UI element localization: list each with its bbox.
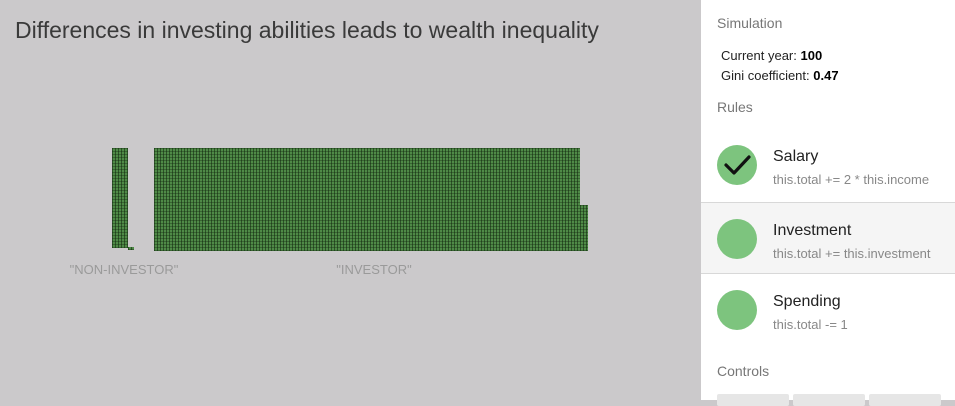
controls-heading: Controls <box>717 363 770 379</box>
gini-value: 0.47 <box>813 68 839 83</box>
rule-salary[interactable]: Salary this.total += 2 * this.income <box>701 129 955 201</box>
control-button-3[interactable] <box>869 394 941 406</box>
sidebar: Simulation Current year: 100 Gini coeffi… <box>701 0 955 406</box>
rule-code: this.total -= 1 <box>773 317 848 332</box>
simulation-heading: Simulation <box>717 15 783 31</box>
gini-label: Gini coefficient: <box>721 68 814 83</box>
investor-block <box>154 148 580 251</box>
rule-toggle[interactable] <box>717 145 757 185</box>
rule-toggle[interactable] <box>717 219 757 259</box>
rules-heading: Rules <box>717 99 753 115</box>
non-investor-label: "NON-INVESTOR" <box>69 262 179 277</box>
wealth-blocks <box>112 148 588 251</box>
investor-label: "INVESTOR" <box>336 262 412 277</box>
rule-code: this.total += this.investment <box>773 246 931 261</box>
current-year-stat: Current year: 100 <box>721 48 822 63</box>
visualization-area: Differences in investing abilities leads… <box>15 17 599 277</box>
rule-spending[interactable]: Spending this.total -= 1 <box>701 274 955 346</box>
non-investor-block <box>112 148 128 248</box>
gini-stat: Gini coefficient: 0.47 <box>721 68 839 83</box>
rule-investment[interactable]: Investment this.total += this.investment <box>701 202 955 274</box>
rule-code: this.total += 2 * this.income <box>773 172 930 187</box>
rule-name: Investment <box>773 222 852 239</box>
rule-toggle[interactable] <box>717 290 757 330</box>
page-title: Differences in investing abilities leads… <box>15 17 599 43</box>
non-investor-block-tail <box>128 247 134 250</box>
rule-name: Salary <box>773 148 819 165</box>
investor-block-edge <box>580 205 588 251</box>
rule-name: Spending <box>773 293 841 310</box>
current-year-label: Current year: <box>721 48 801 63</box>
control-button-2[interactable] <box>793 394 865 406</box>
checkmark-icon <box>724 155 751 175</box>
current-year-value: 100 <box>800 48 823 63</box>
control-button-1[interactable] <box>717 394 789 406</box>
